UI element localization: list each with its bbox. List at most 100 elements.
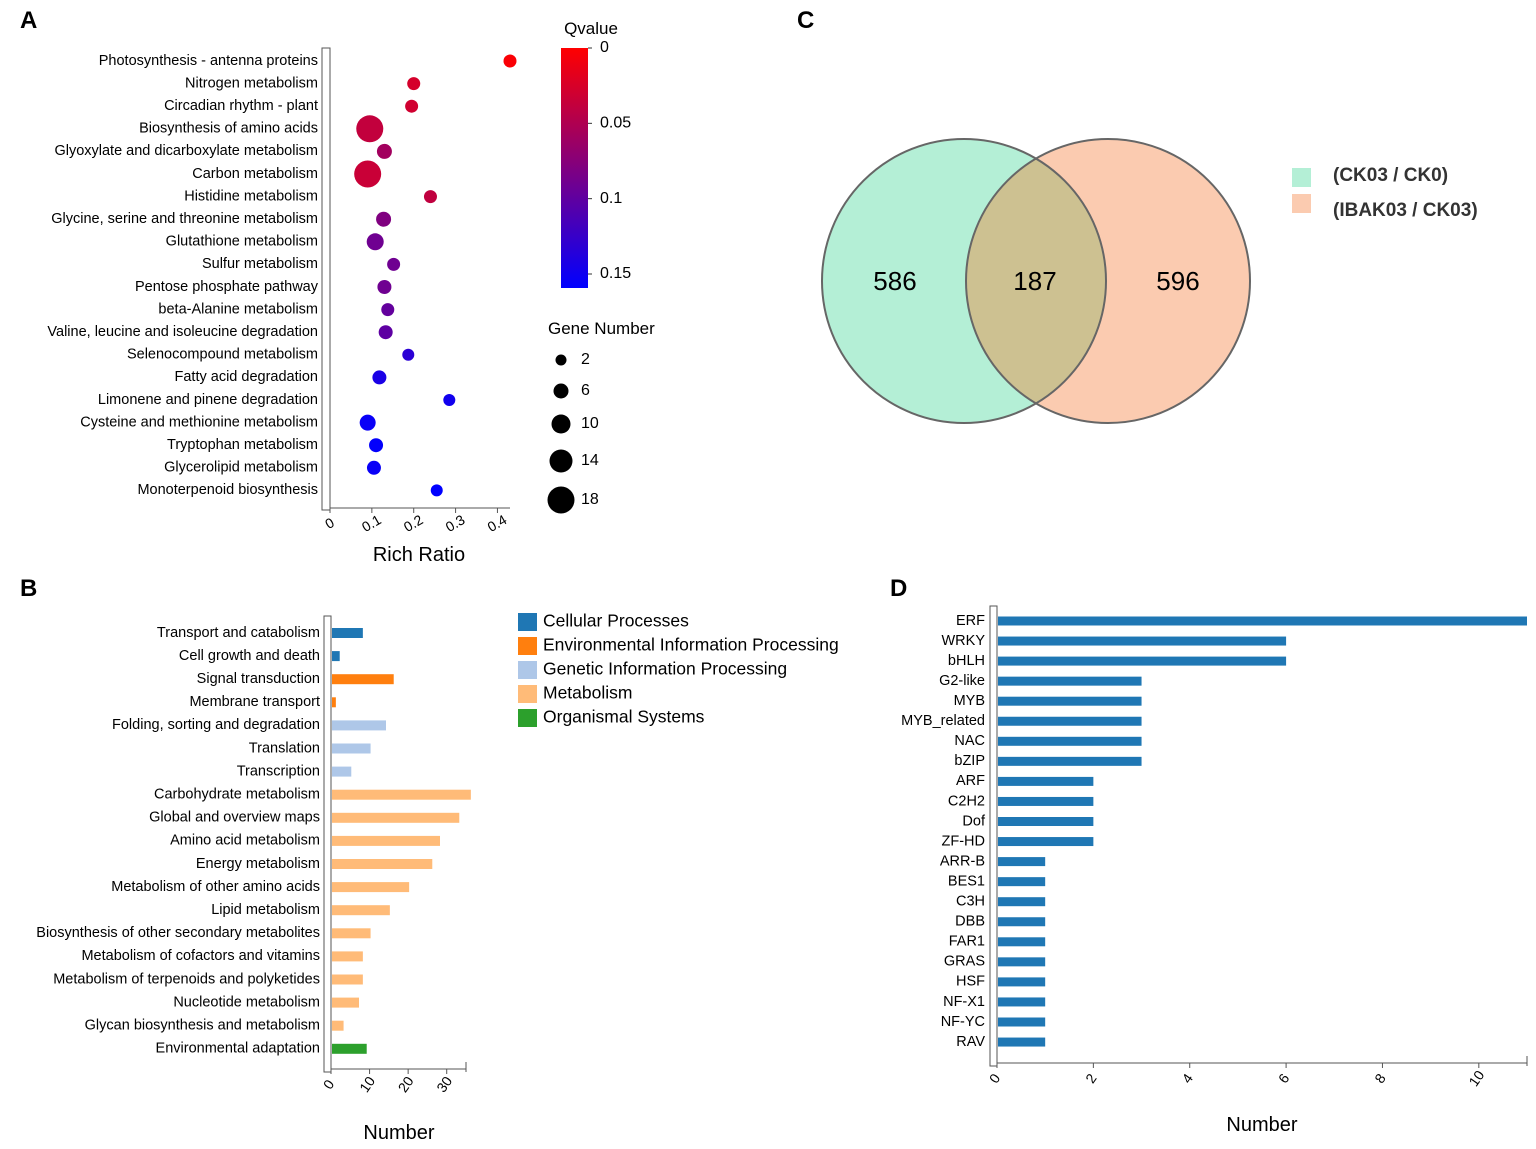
a-category-label: Pentose phosphate pathway: [135, 279, 319, 295]
a-category-label: Tryptophan metabolism: [167, 437, 318, 453]
b-category-label: Amino acid metabolism: [170, 833, 320, 849]
b-bar: [332, 951, 363, 962]
a-x-axis-title: Rich Ratio: [373, 544, 465, 566]
a-size-legend-label: 18: [581, 491, 599, 508]
b-bar: [332, 628, 363, 638]
d-category-label: NF-YC: [941, 1014, 985, 1030]
b-bar: [332, 1020, 344, 1031]
a-point: [366, 233, 384, 251]
b-legend-swatch: [518, 661, 537, 679]
d-x-ticks: 0 2 4 6 8 10: [986, 1063, 1488, 1089]
b-x-tick-label: 10: [356, 1073, 378, 1095]
d-bar: [998, 837, 1094, 847]
a-x-tick-label: 0.4: [485, 511, 510, 535]
a-category-label: Biosynthesis of amino acids: [139, 121, 318, 137]
a-point: [359, 414, 376, 431]
a-qvalue-legend-title: Qvalue: [564, 19, 618, 38]
b-bar: [332, 720, 386, 731]
a-size-legend-label: 6: [581, 382, 590, 399]
b-bar: [332, 882, 410, 893]
a-category-label: Sulfur metabolism: [202, 256, 318, 272]
d-category-label: bHLH: [948, 653, 985, 669]
venn-legend-swatch-2: [1292, 194, 1311, 213]
d-bar: [998, 756, 1142, 766]
b-category-label: Nucleotide metabolism: [173, 994, 320, 1010]
d-category-label: DBB: [955, 914, 985, 930]
d-category-label: G2-like: [939, 673, 985, 689]
d-bar: [998, 817, 1094, 826]
a-qvalue-tick-label: 0.05: [600, 115, 631, 132]
b-category-label: Membrane transport: [189, 694, 320, 710]
d-category-label: ARR-B: [940, 853, 985, 869]
b-category-label: Lipid metabolism: [211, 902, 320, 918]
b-bar: [332, 674, 394, 685]
d-bar: [998, 656, 1287, 666]
venn-legend-label-2: (IBAK03 / CK03): [1333, 200, 1478, 221]
a-qvalue-tick-label: 0: [600, 39, 609, 56]
d-x-tick-label: 2: [1082, 1070, 1100, 1086]
venn-legend-label-1: (CK03 / CK0): [1333, 165, 1448, 186]
a-category-label: Glyoxylate and dicarboxylate metabolism: [54, 143, 318, 159]
d-category-label: FAR1: [949, 934, 985, 950]
d-category-label: WRKY: [942, 633, 986, 649]
d-x-axis-title: Number: [1226, 1114, 1297, 1136]
b-legend-label: Genetic Information Processing: [543, 659, 787, 679]
d-bar: [998, 616, 1527, 626]
d-axis-bar: [989, 605, 998, 1067]
a-category-label: Carbon metabolism: [192, 166, 318, 182]
a-point: [372, 370, 387, 385]
b-category-label: Translation: [249, 740, 320, 756]
a-category-label: Glycerolipid metabolism: [164, 460, 318, 476]
a-size-legend-label: 2: [581, 351, 590, 368]
b-legend-label: Environmental Information Processing: [543, 635, 839, 655]
a-point: [377, 280, 392, 294]
a-category-labels: Photosynthesis - antenna proteins Nitroge…: [47, 53, 330, 498]
b-category-label: Folding, sorting and degradation: [112, 717, 320, 733]
b-category-label: Metabolism of other amino acids: [111, 879, 320, 895]
b-bar: [332, 651, 340, 662]
panel-label-a: A: [20, 7, 37, 34]
b-bars: [332, 628, 471, 1054]
d-category-label: ARF: [956, 773, 985, 789]
venn-intersection: [966, 139, 1106, 423]
b-bar: [332, 974, 363, 985]
a-axis-bar: [321, 47, 331, 511]
d-category-label: bZIP: [954, 753, 985, 769]
b-bar: [332, 905, 390, 916]
b-legend-swatch: [518, 613, 537, 631]
a-size-legend-dot: [547, 486, 575, 514]
d-bar: [998, 897, 1046, 907]
b-bar: [332, 835, 440, 846]
d-bar: [998, 857, 1046, 867]
b-category-label: Cell growth and death: [179, 648, 320, 664]
a-point: [366, 460, 381, 475]
d-bar: [998, 957, 1046, 967]
venn-legend-swatch-1: [1292, 168, 1311, 187]
d-bar: [998, 1037, 1046, 1047]
d-bar: [998, 696, 1142, 706]
d-x-tick-label: 10: [1465, 1067, 1487, 1089]
venn-set-2-count: 596: [1156, 266, 1199, 296]
b-bar: [332, 1043, 367, 1054]
b-category-label: Carbohydrate metabolism: [154, 787, 320, 803]
a-category-label: Valine, leucine and isoleucine degradati…: [47, 324, 318, 340]
a-category-label: Nitrogen metabolism: [185, 75, 318, 91]
d-bar: [998, 877, 1046, 887]
d-bar: [998, 736, 1142, 746]
a-point: [369, 438, 384, 453]
d-category-label: C3H: [956, 894, 985, 910]
d-category-label: NAC: [954, 733, 985, 749]
d-category-label: MYB: [954, 693, 985, 709]
venn-set-2-outline: [965, 138, 1251, 424]
b-bar: [332, 812, 460, 823]
b-category-label: Transcription: [237, 763, 320, 779]
d-bar: [998, 937, 1046, 947]
a-category-label: Selenocompound metabolism: [127, 347, 318, 363]
d-x-tick-label: 4: [1178, 1070, 1196, 1086]
b-category-label: Metabolism of terpenoids and polyketides: [53, 971, 320, 987]
d-category-label: HSF: [956, 974, 985, 990]
a-category-label: beta-Alanine metabolism: [158, 301, 318, 317]
panel-b: Transport and catabolism Cell growth and …: [36, 611, 838, 1144]
a-x-ticks: 0 0.1 0.2 0.3 0.4: [322, 508, 510, 535]
